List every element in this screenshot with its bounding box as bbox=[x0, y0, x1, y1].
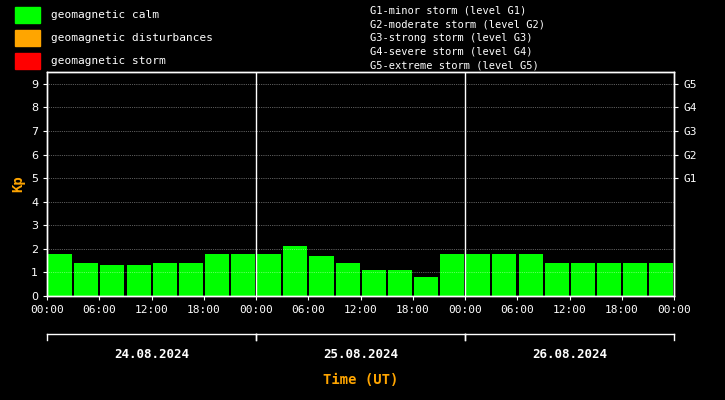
Bar bbox=[336, 263, 360, 296]
Text: Time (UT): Time (UT) bbox=[323, 373, 398, 387]
Y-axis label: Kp: Kp bbox=[12, 176, 25, 192]
Bar bbox=[466, 254, 490, 296]
Text: 26.08.2024: 26.08.2024 bbox=[532, 348, 608, 360]
Text: geomagnetic calm: geomagnetic calm bbox=[51, 10, 159, 20]
Text: geomagnetic storm: geomagnetic storm bbox=[51, 56, 165, 66]
Bar bbox=[179, 263, 203, 296]
Bar bbox=[649, 263, 674, 296]
Text: G1-minor storm (level G1): G1-minor storm (level G1) bbox=[370, 6, 526, 16]
Bar bbox=[440, 254, 464, 296]
Bar bbox=[362, 270, 386, 296]
Bar bbox=[48, 254, 72, 296]
Bar bbox=[518, 254, 542, 296]
Text: 24.08.2024: 24.08.2024 bbox=[114, 348, 189, 360]
Bar bbox=[623, 263, 647, 296]
Bar bbox=[14, 30, 40, 46]
Text: 25.08.2024: 25.08.2024 bbox=[323, 348, 398, 360]
Bar bbox=[571, 263, 594, 296]
Bar bbox=[14, 52, 40, 69]
Bar bbox=[388, 270, 412, 296]
Bar bbox=[597, 263, 621, 296]
Bar bbox=[101, 265, 125, 296]
Bar bbox=[414, 277, 438, 296]
Bar bbox=[127, 265, 151, 296]
Text: geomagnetic disturbances: geomagnetic disturbances bbox=[51, 33, 212, 43]
Bar bbox=[231, 254, 255, 296]
Bar bbox=[14, 7, 40, 24]
Bar bbox=[153, 263, 177, 296]
Bar bbox=[492, 254, 516, 296]
Text: G3-strong storm (level G3): G3-strong storm (level G3) bbox=[370, 33, 532, 43]
Bar bbox=[257, 254, 281, 296]
Text: G5-extreme storm (level G5): G5-extreme storm (level G5) bbox=[370, 60, 539, 70]
Bar bbox=[74, 263, 99, 296]
Bar bbox=[310, 256, 334, 296]
Text: G2-moderate storm (level G2): G2-moderate storm (level G2) bbox=[370, 19, 544, 29]
Bar bbox=[544, 263, 568, 296]
Text: G4-severe storm (level G4): G4-severe storm (level G4) bbox=[370, 47, 532, 57]
Bar bbox=[205, 254, 229, 296]
Bar bbox=[283, 246, 307, 296]
